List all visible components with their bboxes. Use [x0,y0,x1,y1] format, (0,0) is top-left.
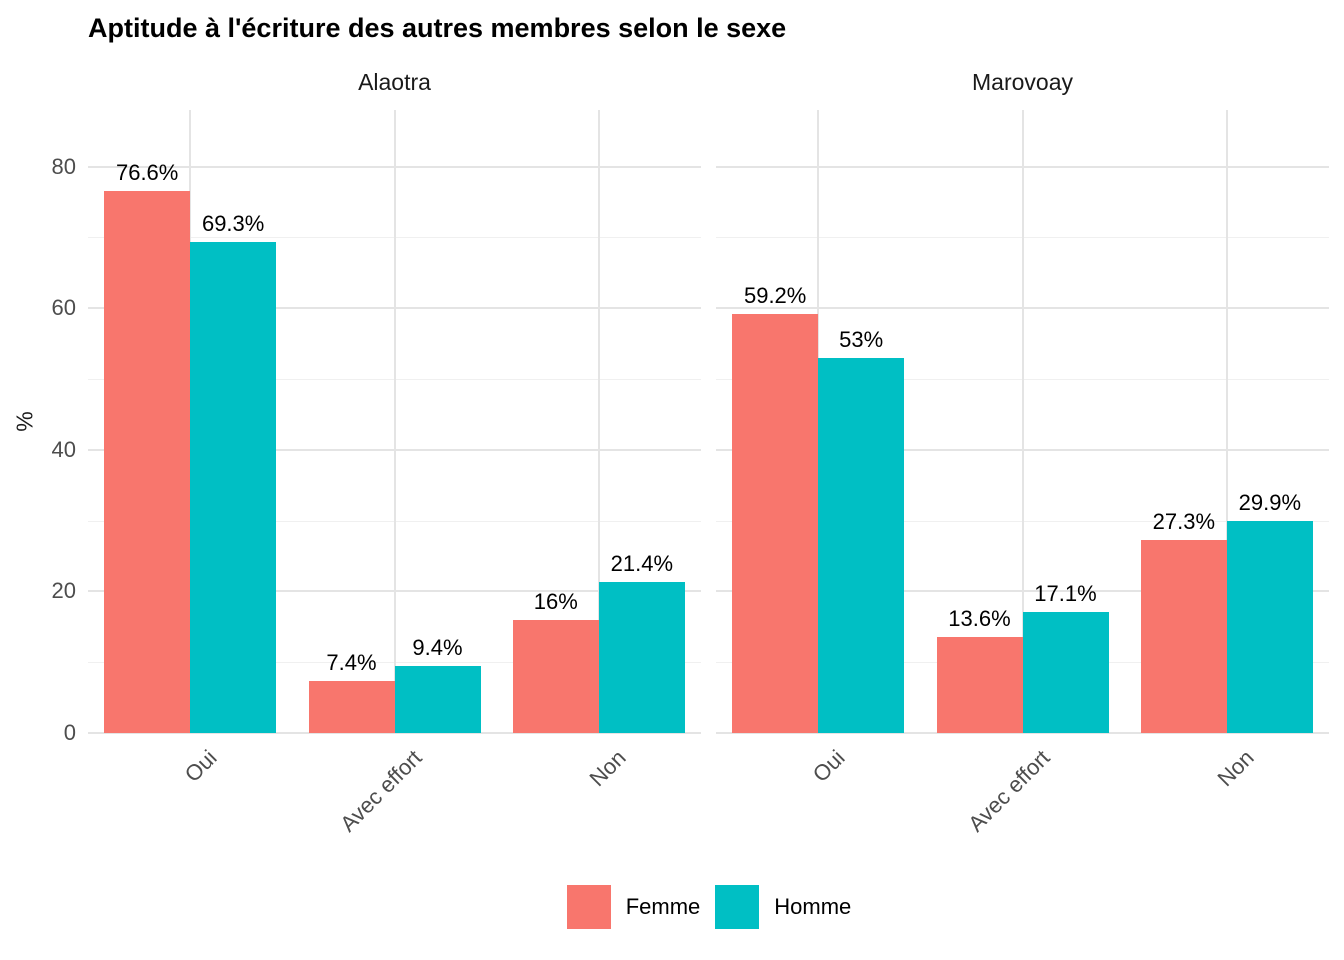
bar-femme [512,619,599,733]
y-axis-tick-labels: 0 20 40 60 80 [0,0,76,960]
y-tick-label: 60 [51,295,76,321]
bar-value-label: 27.3% [1152,508,1216,534]
y-tick-label: 80 [51,153,76,179]
legend-entry-femme: Femme [566,885,701,929]
y-tick-label: 0 [63,720,76,745]
bar-value-label: 59.2% [743,282,807,308]
bar-value-label: 29.9% [1238,490,1302,516]
legend-swatch-homme [715,885,760,929]
bar-homme [598,581,685,733]
legend: Femme Homme [88,884,1330,930]
bar-homme [1226,521,1313,733]
bar-femme [936,636,1023,733]
legend-swatch-femme [566,885,611,929]
bar-value-label: 17.1% [1034,580,1097,606]
chart-title: Aptitude à l'écriture des autres membres… [88,13,787,43]
bar-value-label: 13.6% [948,605,1011,631]
bar-femme [104,190,191,733]
bar-homme [818,357,905,733]
y-tick-label: 40 [51,436,76,462]
bar-value-label: 76.6% [115,159,179,185]
gridline-major-y [88,732,701,734]
bar-value-label: 16% [533,588,578,614]
bar-homme [394,666,481,733]
facet-panel-alaotra: Oui 76.6% 69.3% Avec effort 7.4% 9.4% Non 16% 21… [88,110,701,836]
bar-homme [1022,611,1109,733]
legend-entry-homme: Homme [715,885,851,929]
bar-femme [732,313,819,733]
legend-label-homme: Homme [774,894,852,919]
bar-value-label: 7.4% [326,649,377,675]
gridline-major-y [716,732,1329,734]
gridline-major-x [393,110,396,733]
gridline-major-x [1021,110,1024,733]
bar-femme [1140,539,1227,733]
bar-value-label: 53% [839,326,884,352]
legend-label-femme: Femme [625,894,701,919]
facet-panel-marovoay: Oui 59.2% 53% Avec effort 13.6% 17.1% Non 27.3%… [716,110,1329,836]
bar-femme [308,680,395,733]
bar-value-label: 21.4% [610,550,674,576]
facet-strip-alaotra: Alaotra [358,69,431,95]
gridline-major-x [1225,110,1228,733]
bar-value-label: 69.3% [201,211,265,237]
bar-homme [190,242,277,733]
bar-value-label: 9.4% [412,635,463,661]
facet-strip-marovoay: Marovoay [972,69,1073,95]
y-tick-label: 20 [51,578,76,604]
gridline-major-x [597,110,600,733]
